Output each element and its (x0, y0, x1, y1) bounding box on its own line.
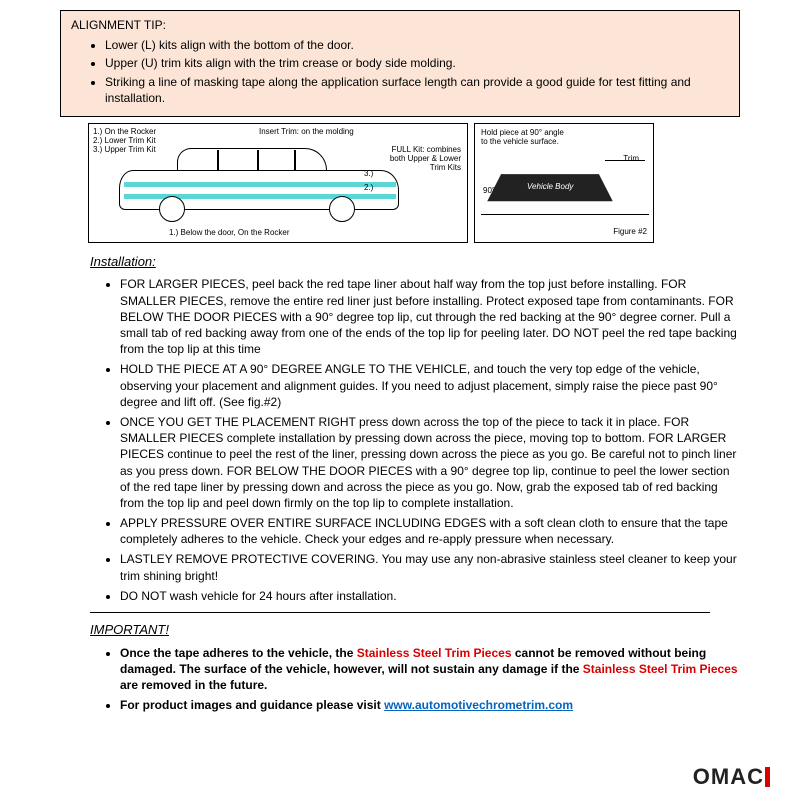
text-span: For product images and guidance please v… (120, 698, 384, 712)
important-heading: IMPORTANT! (90, 621, 740, 639)
callout-3: 3.) (364, 169, 373, 180)
installation-list: FOR LARGER PIECES, peel back the red tap… (60, 276, 740, 604)
tip-item: Upper (U) trim kits align with the trim … (105, 55, 729, 71)
car-wheel (329, 196, 355, 222)
angle-title: Hold piece at 90° angle to the vehicle s… (481, 128, 564, 146)
legend-line: 2.) Lower Trim Kit (93, 136, 156, 145)
important-item: Once the tape adheres to the vehicle, th… (120, 645, 740, 694)
below-door-label: 1.) Below the door, On the Rocker (169, 228, 290, 239)
full-kit-label: FULL Kit: combines both Upper & Lower Tr… (390, 146, 461, 172)
install-step: APPLY PRESSURE OVER ENTIRE SURFACE INCLU… (120, 515, 740, 547)
install-step: LASTLEY REMOVE PROTECTIVE COVERING. You … (120, 551, 740, 583)
car-shape: 3.) 2.) (119, 146, 399, 224)
alignment-tip-box: ALIGNMENT TIP: Lower (L) kits align with… (60, 10, 740, 117)
red-text: Stainless Steel Trim Pieces (583, 662, 738, 676)
insert-trim-label: Insert Trim: on the molding (259, 127, 354, 138)
legend-line: 1.) On the Rocker (93, 127, 156, 136)
base-line (481, 214, 649, 215)
tip-item: Striking a line of masking tape along th… (105, 74, 729, 106)
text-span: Once the tape adheres to the vehicle, th… (120, 646, 357, 660)
text-span: are removed in the future. (120, 678, 267, 692)
alignment-tip-title: ALIGNMENT TIP: (71, 17, 729, 33)
angle-diagram: Hold piece at 90° angle to the vehicle s… (474, 123, 654, 243)
angle-title-line: to the vehicle surface. (481, 137, 564, 146)
trim-label: Trim (623, 154, 639, 165)
callout-2: 2.) (364, 183, 373, 194)
install-step: ONCE YOU GET THE PLACEMENT RIGHT press d… (120, 414, 740, 511)
logo-red-bar (765, 767, 770, 787)
ninety-label: 90° (483, 186, 495, 197)
logo-text: OMAC (693, 764, 764, 789)
omac-logo: OMAC (693, 762, 770, 792)
car-wheel (159, 196, 185, 222)
tip-item: Lower (L) kits align with the bottom of … (105, 37, 729, 53)
install-step: FOR LARGER PIECES, peel back the red tap… (120, 276, 740, 357)
separator-line (90, 612, 710, 613)
full-line: Trim Kits (390, 164, 461, 173)
figure-label: Figure #2 (613, 227, 647, 238)
installation-heading: Installation: (90, 253, 740, 271)
alignment-tip-list: Lower (L) kits align with the bottom of … (71, 37, 729, 106)
important-item: For product images and guidance please v… (120, 697, 740, 713)
install-step: HOLD THE PIECE AT A 90° DEGREE ANGLE TO … (120, 361, 740, 410)
website-link[interactable]: www.automotivechrometrim.com (384, 698, 573, 712)
angle-title-line: Hold piece at 90° angle (481, 128, 564, 137)
upper-stripe (124, 182, 396, 187)
red-text: Stainless Steel Trim Pieces (357, 646, 512, 660)
install-step: DO NOT wash vehicle for 24 hours after i… (120, 588, 740, 604)
important-list: Once the tape adheres to the vehicle, th… (60, 645, 740, 714)
vehicle-body-label: Vehicle Body (527, 182, 573, 193)
car-diagram: 1.) On the Rocker 2.) Lower Trim Kit 3.)… (88, 123, 468, 243)
diagram-row: 1.) On the Rocker 2.) Lower Trim Kit 3.)… (60, 123, 740, 243)
